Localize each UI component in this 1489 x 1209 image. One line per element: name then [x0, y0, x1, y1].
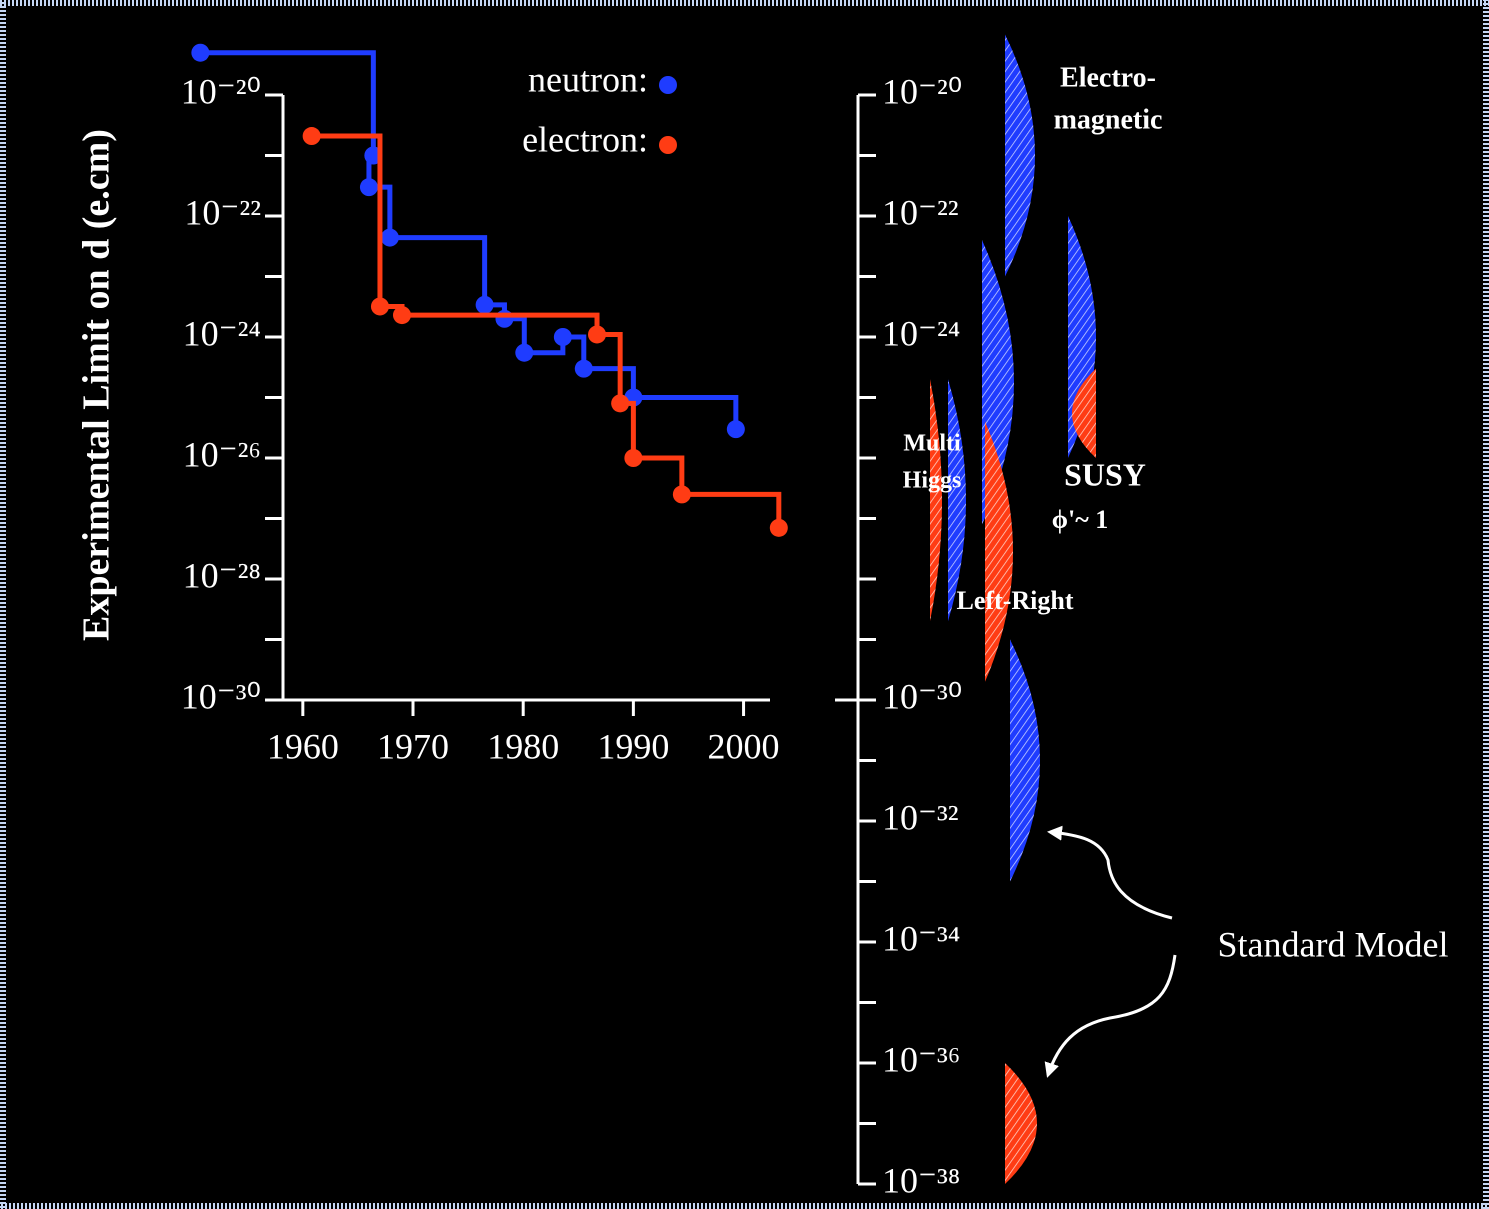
model-label: Higgs — [903, 468, 962, 494]
data-point — [360, 178, 378, 196]
page-border — [0, 0, 1489, 1209]
band-hatch — [930, 379, 942, 621]
page: {"chart_data": [ {"type": "line", "step"… — [0, 0, 1489, 1209]
y-tick-label: 10⁻³⁶ — [882, 1039, 960, 1079]
band-hatch — [1005, 35, 1035, 277]
data-point — [673, 485, 691, 503]
data-point — [495, 310, 513, 328]
x-tick-label: 1960 — [267, 726, 339, 766]
prediction-band — [1010, 640, 1040, 882]
data-point — [371, 297, 389, 315]
x-tick-label: 1970 — [377, 726, 449, 766]
data-point — [575, 360, 593, 378]
data-point — [303, 127, 321, 145]
data-point — [515, 344, 533, 362]
legend-label: neutron: — [528, 59, 648, 99]
legend-swatch — [659, 76, 677, 94]
arrow — [1048, 955, 1175, 1075]
y-tick-label: 10⁻²⁰ — [882, 71, 962, 111]
legend-swatch — [659, 136, 677, 154]
prediction-band — [1005, 35, 1035, 277]
y-tick-label: 10⁻²⁴ — [183, 313, 261, 353]
y-tick-label: 10⁻²⁸ — [183, 555, 261, 595]
model-label: SUSY — [1064, 456, 1146, 492]
data-point — [381, 229, 399, 247]
y-tick-label: 10⁻³² — [882, 797, 959, 837]
step-line — [312, 136, 779, 528]
y-tick-label: 10⁻²² — [882, 192, 959, 232]
band-hatch — [1005, 1063, 1037, 1184]
y-tick-label: 10⁻³⁰ — [882, 676, 962, 716]
model-label: Standard Model — [1218, 924, 1449, 964]
x-tick-label: 2000 — [708, 726, 780, 766]
y-tick-label: 10⁻³⁰ — [181, 676, 261, 716]
y-tick-label: 10⁻²⁰ — [181, 71, 261, 111]
model-label: ϕ'~ 1 — [1052, 505, 1108, 534]
y-tick-label: 10⁻²⁶ — [183, 434, 261, 474]
model-label: Multi — [903, 431, 961, 457]
band-hatch — [985, 422, 1013, 682]
y-tick-label: 10⁻²² — [184, 192, 261, 232]
legend-label: electron: — [522, 119, 648, 159]
data-point — [770, 519, 788, 537]
step-line — [200, 53, 735, 429]
x-tick-label: 1980 — [487, 726, 559, 766]
prediction-band — [930, 379, 942, 621]
chart: 10⁻²⁰10⁻²²10⁻²⁴10⁻²⁶10⁻²⁸10⁻³⁰1960197019… — [0, 0, 1489, 1209]
prediction-band — [985, 422, 1013, 682]
model-label: magnetic — [1054, 104, 1163, 135]
x-tick-label: 1990 — [597, 726, 669, 766]
data-point — [727, 420, 745, 438]
prediction-band — [1005, 1063, 1037, 1184]
y-tick-label: 10⁻³⁸ — [882, 1160, 960, 1200]
band-hatch — [1010, 640, 1040, 882]
model-label: Left-Right — [957, 586, 1074, 615]
data-point — [476, 296, 494, 314]
data-point — [611, 394, 629, 412]
arrow — [1050, 832, 1172, 918]
y-tick-label: 10⁻³⁴ — [882, 918, 960, 958]
data-point — [624, 449, 642, 467]
y-tick-label: 10⁻²⁴ — [882, 313, 960, 353]
data-point — [393, 306, 411, 324]
model-label: Electro- — [1060, 62, 1156, 93]
data-point — [554, 328, 572, 346]
data-point — [191, 44, 209, 62]
y-axis-label: Experimental Limit on d (e.cm) — [76, 129, 118, 641]
data-point — [588, 325, 606, 343]
